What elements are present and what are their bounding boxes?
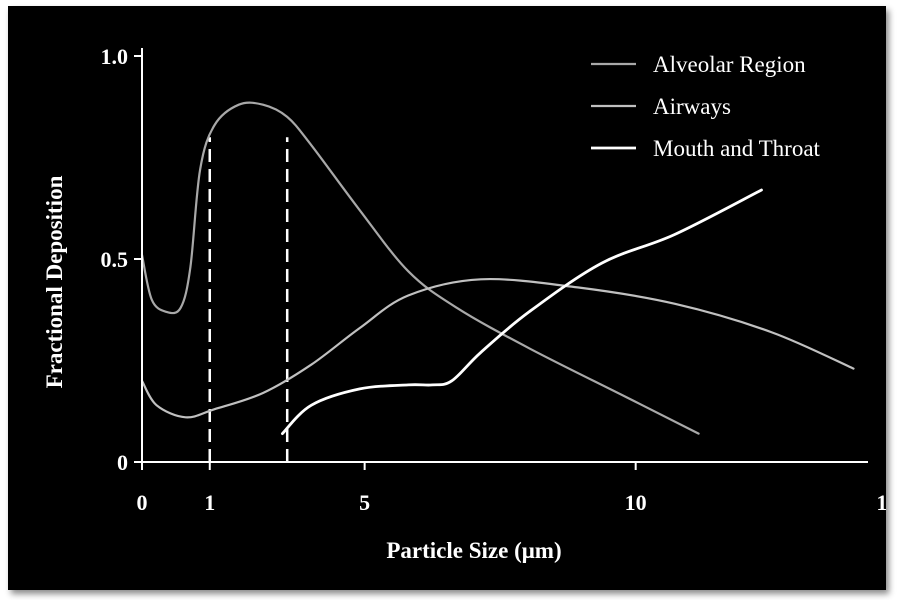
x-tick-label: 1 <box>204 490 215 515</box>
reference-lines <box>208 137 289 462</box>
y-axis-ticks: 0 0.5 1.0 <box>101 44 142 475</box>
line-chart: 0151015 00.51.0 Particle Size (μm) Fract… <box>42 44 886 563</box>
y-tick-label: 0.5 <box>101 247 129 272</box>
series-line-mouth-and-throat <box>281 188 763 435</box>
y-axis-title: Fractional Deposition <box>42 175 67 388</box>
x-tick-label: 0 <box>137 490 148 515</box>
series-line-airways <box>140 277 855 419</box>
x-tick-label: 15 <box>876 490 886 515</box>
x-axis-title: Particle Size (μm) <box>386 538 561 563</box>
legend-label-airways: Airways <box>653 94 731 119</box>
series-line-alveolar-region <box>140 101 700 435</box>
x-tick-label: 10 <box>625 490 647 515</box>
y-tick-label: 1.0 <box>101 44 129 69</box>
legend: Alveolar Region Airways Mouth and Throat <box>591 52 821 161</box>
chart-frame: 0151015 00.51.0 Particle Size (μm) Fract… <box>8 6 886 590</box>
y-tick-label: 0 <box>117 450 128 475</box>
series-lines <box>140 101 855 435</box>
legend-label-mouth-and-throat: Mouth and Throat <box>653 136 821 161</box>
x-axis-ticks: 0151015 <box>137 462 886 515</box>
x-tick-label: 5 <box>359 490 370 515</box>
legend-label-alveolar-region: Alveolar Region <box>653 52 806 77</box>
